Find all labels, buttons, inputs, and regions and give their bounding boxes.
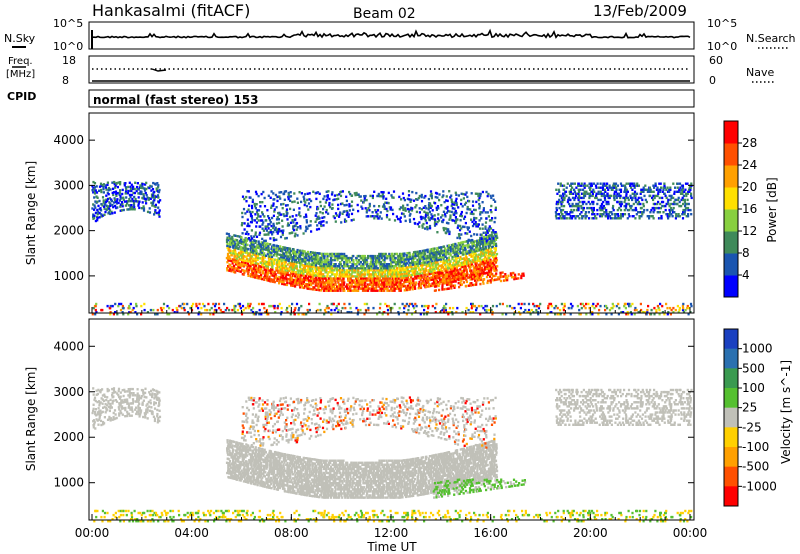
xlabel: Time UT: [366, 540, 417, 554]
nave-tick-bottom: 0: [709, 74, 716, 87]
nsearch-tick-top: 10^5: [707, 17, 737, 30]
power-colorbar-label-6: 28: [742, 136, 757, 150]
time-axis: 00:00 04:00 08:00 12:00 16:00 20:00 00:00: [75, 307, 708, 540]
velocity-y-axis: 1000 2000 3000 4000: [53, 339, 694, 490]
cpid-row: CPID normal (fast stereo) 153: [7, 89, 695, 108]
velocity-colorbar-segment: [724, 447, 738, 468]
velocity-colorbar-segment: [724, 388, 738, 409]
nsearch-label: N.Search: [746, 32, 796, 45]
time-tick-label: 00:00: [75, 526, 110, 540]
freq-tick-bottom: 8: [62, 74, 69, 87]
power-colorbar-segment: [724, 209, 738, 232]
power-ytick-label: 4000: [53, 133, 84, 147]
power-ylabel: Slant Range [km]: [24, 161, 38, 265]
time-tick-label: 12:00: [374, 526, 409, 540]
velocity-colorbar-label-1: 500: [742, 361, 765, 375]
nsky-trace: [91, 28, 691, 39]
velocity-colorbar-label: Velocity [m s^-1]: [779, 360, 793, 464]
time-tick-label: 04:00: [174, 526, 209, 540]
freq-panel: Freq. [MHz] 18 8 60 0 Nave: [6, 54, 776, 87]
nsky-tick-bottom: 10^0: [53, 40, 83, 53]
velocity-ytick-label: 3000: [53, 385, 84, 399]
power-colorbar-segment: [724, 121, 738, 144]
velocity-colorbar-segment: [724, 486, 738, 507]
velocity-colorbar-segment: [724, 407, 738, 428]
velocity-colorbar-segment: [724, 368, 738, 389]
velocity-colorbar-segment: [724, 348, 738, 369]
nsky-panel: N.Sky 10^5 10^0 10^5 10^0 N.Search: [4, 17, 796, 53]
velocity-colorbar-label-2: 100: [742, 381, 765, 395]
power-colorbar-label-0: 4: [742, 268, 750, 282]
power-echo-cells: [91, 180, 693, 316]
velocity-ytick-label: 2000: [53, 430, 84, 444]
power-colorbar-label: Power [dB]: [765, 177, 779, 242]
power-colorbar-label-5: 24: [742, 158, 757, 172]
power-ytick-label: 3000: [53, 178, 84, 192]
time-tick-label: 08:00: [274, 526, 309, 540]
power-colorbar-segment: [724, 143, 738, 166]
velocity-colorbar-segment: [724, 427, 738, 448]
power-colorbar-segment: [724, 275, 738, 298]
velocity-ytick-label: 4000: [53, 339, 84, 353]
power-ytick-label: 2000: [53, 224, 84, 238]
date-title: 13/Feb/2009: [593, 2, 687, 20]
velocity-colorbar-label-0: 1000: [742, 342, 773, 356]
beam-title: Beam 02: [353, 6, 416, 22]
velocity-ytick-label: 1000: [53, 476, 84, 490]
velocity-echo-cells: [91, 387, 693, 523]
time-tick-label: 16:00: [473, 526, 508, 540]
velocity-colorbar-label-4: -25: [742, 420, 762, 434]
power-colorbar-label-4: 20: [742, 180, 757, 194]
velocity-colorbar-label-3: 25: [742, 401, 757, 415]
freq-unit-label: [MHz]: [6, 69, 35, 80]
velocity-colorbar-label-5: -100: [742, 440, 769, 454]
power-y-axis: 1000 2000 3000 4000: [53, 133, 694, 283]
power-colorbar: 4 8 12 16 20 24 28: [723, 120, 757, 298]
power-colorbar-label-3: 16: [742, 202, 757, 216]
nave-dip: [151, 68, 167, 72]
power-colorbar-label-2: 12: [742, 224, 757, 238]
power-colorbar-segment: [724, 231, 738, 254]
nsky-label: N.Sky: [4, 32, 36, 45]
freq-tick-top: 18: [62, 54, 76, 67]
power-colorbar-label-1: 8: [742, 246, 750, 260]
velocity-panel: 1000 2000 3000 4000 Slant Range [km] 1000 50…: [24, 318, 793, 523]
nsearch-tick-bottom: 10^0: [707, 40, 737, 53]
velocity-colorbar: 1000 500 100 25 -25 -100 -500 -1000: [723, 328, 777, 507]
cpid-label: CPID: [7, 90, 36, 103]
nsky-tick-top: 10^5: [53, 17, 83, 30]
power-panel: 1000 2000 3000 4000 Slant Range [km] 4 8 12 16…: [24, 112, 779, 316]
freq-label: Freq.: [8, 56, 33, 67]
nave-tick-top: 60: [709, 54, 723, 67]
power-ytick-label: 1000: [53, 269, 84, 283]
velocity-colorbar-label-7: -1000: [742, 479, 777, 493]
nave-label: Nave: [746, 66, 774, 79]
power-colorbar-segment: [724, 187, 738, 210]
velocity-colorbar-label-6: -500: [742, 460, 769, 474]
velocity-colorbar-frame: [723, 328, 739, 507]
velocity-colorbar-segment: [724, 329, 738, 350]
velocity-ylabel: Slant Range [km]: [24, 367, 38, 471]
power-colorbar-segment: [724, 253, 738, 276]
time-tick-label: 00:00: [673, 526, 708, 540]
cpid-text: normal (fast stereo) 153: [93, 93, 259, 107]
velocity-colorbar-segment: [724, 466, 738, 487]
power-colorbar-segment: [724, 165, 738, 188]
time-tick-label: 20:00: [573, 526, 608, 540]
station-title: Hankasalmi (fitACF): [92, 1, 250, 20]
